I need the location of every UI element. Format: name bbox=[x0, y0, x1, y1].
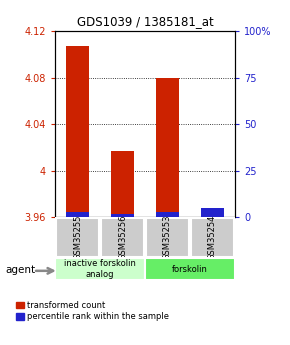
Bar bbox=[111, 151, 134, 217]
Text: agent: agent bbox=[6, 265, 36, 275]
FancyBboxPatch shape bbox=[145, 258, 235, 280]
Text: GSM35256: GSM35256 bbox=[118, 215, 127, 260]
Bar bbox=[201, 208, 224, 217]
Bar bbox=[111, 214, 134, 217]
Text: GSM35253: GSM35253 bbox=[163, 215, 172, 260]
Text: GDS1039 / 1385181_at: GDS1039 / 1385181_at bbox=[77, 16, 213, 29]
FancyBboxPatch shape bbox=[56, 218, 99, 257]
Bar bbox=[156, 78, 179, 217]
FancyBboxPatch shape bbox=[101, 218, 144, 257]
Text: GSM35254: GSM35254 bbox=[208, 215, 217, 260]
Text: inactive forskolin
analog: inactive forskolin analog bbox=[64, 259, 136, 279]
Legend: transformed count, percentile rank within the sample: transformed count, percentile rank withi… bbox=[16, 301, 169, 321]
Text: GSM35255: GSM35255 bbox=[73, 215, 82, 260]
FancyBboxPatch shape bbox=[55, 258, 145, 280]
Text: forskolin: forskolin bbox=[172, 265, 208, 274]
Bar bbox=[201, 209, 224, 217]
Bar bbox=[66, 212, 89, 217]
Bar bbox=[156, 212, 179, 217]
FancyBboxPatch shape bbox=[191, 218, 234, 257]
Bar bbox=[66, 46, 89, 217]
FancyBboxPatch shape bbox=[146, 218, 189, 257]
